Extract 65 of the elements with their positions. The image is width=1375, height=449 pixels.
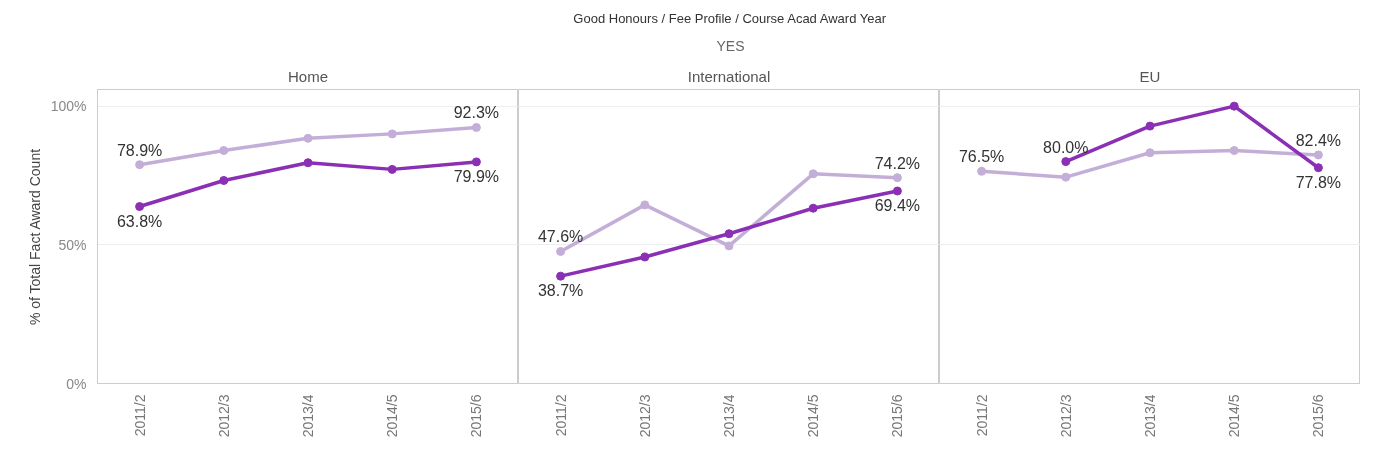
data-label: 38.7% [537, 282, 584, 300]
data-label: 47.6% [537, 228, 584, 246]
data-label: 74.2% [874, 154, 921, 172]
data-label: 77.8% [1295, 173, 1342, 191]
point [303, 158, 313, 168]
point [892, 173, 902, 183]
chart-title: International [687, 67, 771, 85]
x-tick-label: 2014/5 [384, 394, 401, 438]
x-tick-label: 2013/4 [721, 394, 737, 438]
data-label: 82.4% [1295, 131, 1342, 149]
x-tick-label: 2012/3 [1057, 394, 1074, 438]
x-tick-label: 2011/2 [552, 394, 569, 437]
y-tick-label: 0% [66, 375, 87, 392]
point [724, 229, 734, 239]
x-tick-label: 2013/4 [300, 394, 316, 438]
point [1313, 150, 1323, 160]
data-label: 69.4% [874, 197, 921, 215]
point [135, 160, 145, 170]
x-tick-label: 2014/5 [1226, 394, 1243, 438]
point [387, 129, 397, 139]
x-tick-label: 2012/3 [636, 394, 653, 438]
point [724, 241, 734, 251]
point [1061, 172, 1071, 182]
point [1061, 157, 1071, 167]
chart-title: EU [1139, 67, 1161, 85]
y-tick-label: 50% [58, 236, 87, 253]
x-tick-label: 2011/2 [973, 394, 990, 437]
point [556, 271, 566, 281]
point [892, 186, 902, 196]
point [219, 175, 229, 185]
point [640, 252, 650, 262]
point [1229, 101, 1239, 111]
data-label: 63.8% [116, 212, 163, 230]
point [1229, 146, 1239, 156]
point [808, 169, 818, 179]
point [135, 202, 145, 212]
point [471, 157, 481, 167]
point [303, 133, 313, 143]
x-tick-label: 2012/3 [215, 394, 232, 438]
data-label: 76.5% [958, 148, 1005, 166]
point [1313, 163, 1323, 173]
x-tick-label: 2015/6 [1310, 394, 1327, 438]
point [1145, 121, 1155, 131]
x-tick-label: 2011/2 [131, 394, 148, 437]
text: YES [716, 37, 745, 54]
point [1145, 148, 1155, 158]
x-tick-label: 2015/6 [468, 394, 485, 438]
point [977, 166, 987, 176]
x-tick-label: 2013/4 [1142, 394, 1158, 438]
point [219, 146, 229, 156]
x-tick-label: 2015/6 [889, 394, 906, 438]
text: Good Honours / Fee Profile / Course Acad Award Year [573, 10, 887, 26]
y-axis-title: % of Total Fact Award Count [26, 148, 43, 326]
data-label: 79.9% [453, 167, 500, 185]
chart-title: Home [287, 67, 329, 85]
data-label: 92.3% [453, 104, 500, 122]
point [640, 200, 650, 210]
data-label: 80.0% [1043, 138, 1089, 156]
point [808, 203, 818, 213]
point [471, 123, 481, 132]
point [556, 246, 566, 256]
x-tick-label: 2014/5 [805, 394, 822, 438]
data-label: 78.9% [116, 141, 163, 159]
y-tick-label: 100% [50, 98, 87, 115]
point [387, 164, 397, 174]
